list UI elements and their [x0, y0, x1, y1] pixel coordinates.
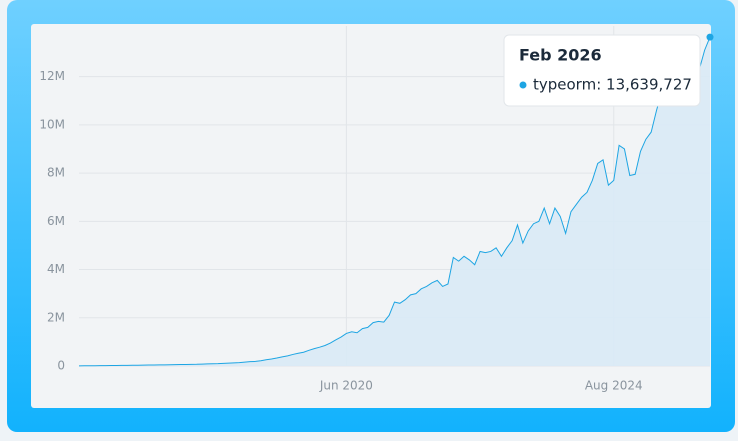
area — [79, 37, 710, 366]
x-tick-label: Aug 2024 — [585, 379, 643, 393]
tooltip-text: typeorm: 13,639,727 — [533, 76, 692, 94]
x-tick-label: Jun 2020 — [319, 379, 373, 393]
y-tick-label: 8M — [47, 166, 65, 180]
y-tick-label: 6M — [47, 214, 65, 228]
tooltip-box — [503, 34, 701, 107]
tooltip-dot — [519, 81, 527, 89]
y-tick-label: 12M — [39, 69, 65, 83]
line — [78, 36, 711, 367]
hover-point — [706, 33, 714, 41]
plot: 0 2M 4M 6M 8M 10M 12M Jun 2020 Aug 2024 — [39, 26, 714, 393]
y-tick-label: 0 — [57, 359, 65, 373]
tooltip-title: Feb 2026 — [519, 46, 602, 65]
y-tick-label: 10M — [39, 117, 65, 131]
y-tick-label: 2M — [47, 310, 65, 324]
tooltip: Feb 2026 typeorm: 13,639,727 — [503, 34, 701, 107]
y-tick-label: 4M — [47, 262, 65, 276]
